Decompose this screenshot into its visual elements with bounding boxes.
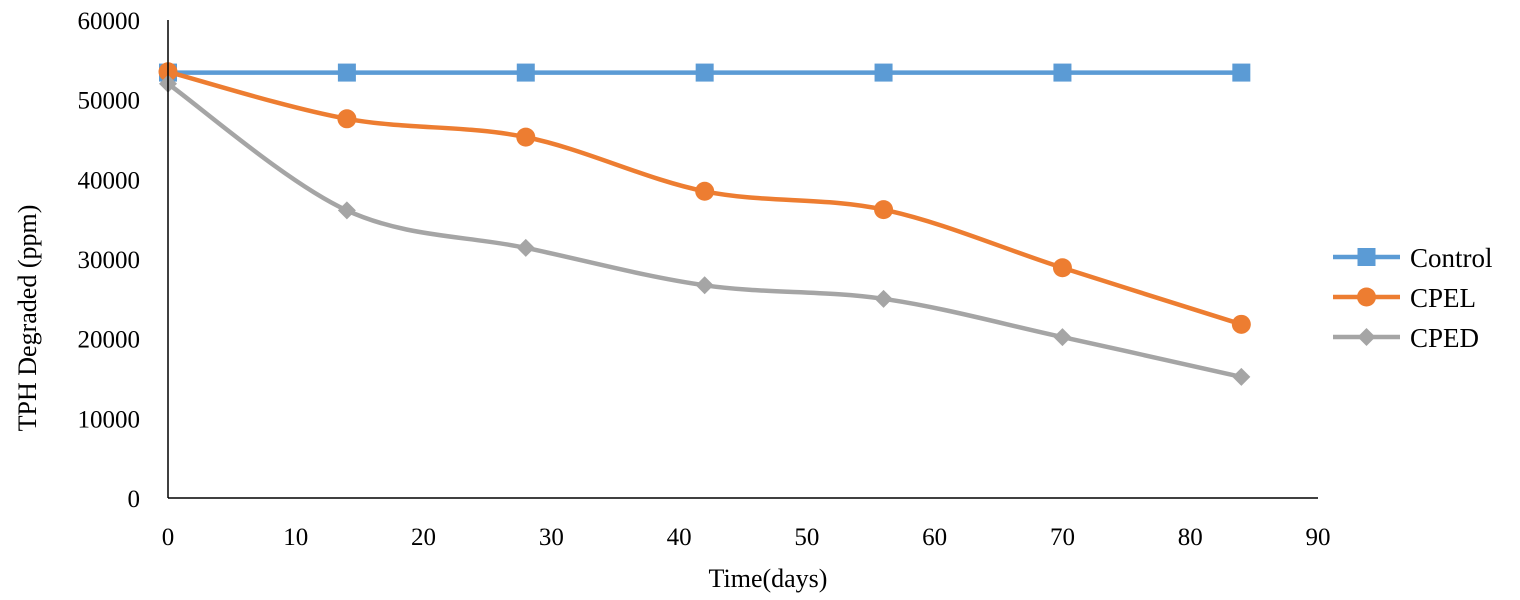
- legend-label-cped: CPED: [1410, 323, 1479, 353]
- data-point-control: [1232, 63, 1251, 82]
- y-axis-title: TPH Degraded (ppm): [13, 205, 42, 432]
- y-tick-labels: 0 10000 20000 30000 40000 50000 60000: [78, 8, 141, 513]
- axes: [167, 20, 1318, 499]
- y-tick-label: 30000: [78, 247, 141, 274]
- data-point-control: [874, 63, 893, 82]
- y-tick-label: 10000: [78, 406, 141, 433]
- data-point-cpel: [1052, 258, 1072, 278]
- legend-item-control: Control: [1333, 243, 1493, 273]
- data-point-control: [1053, 63, 1072, 82]
- data-point-cped: [337, 201, 356, 220]
- data-point-cped: [1232, 367, 1251, 386]
- data-point-cpel: [1231, 314, 1251, 334]
- data-point-cpel: [337, 109, 357, 129]
- y-tick-label: 40000: [78, 167, 141, 194]
- plot-series: [158, 62, 1251, 386]
- x-tick-label: 0: [162, 524, 175, 551]
- legend-marker-cped: [1357, 328, 1376, 346]
- series-line-cped: [165, 81, 1244, 380]
- x-tick-label: 80: [1178, 524, 1203, 551]
- x-tick-label: 90: [1306, 524, 1331, 551]
- data-point-cped: [1053, 328, 1072, 347]
- data-point-control: [337, 63, 356, 82]
- series-cpel: [158, 62, 1251, 334]
- x-tick-labels: 0 10 20 30 40 50 60 70 80 90: [162, 524, 1331, 551]
- legend-label-control: Control: [1410, 243, 1493, 273]
- y-tick-label: 50000: [78, 88, 141, 115]
- legend-item-cped: CPED: [1333, 323, 1479, 353]
- y-tick-label: 60000: [78, 8, 141, 35]
- data-point-cped: [516, 238, 535, 257]
- data-point-cpel: [516, 127, 536, 147]
- y-tick-label: 0: [128, 486, 141, 513]
- x-tick-label: 60: [922, 524, 947, 551]
- x-tick-label: 10: [283, 524, 308, 551]
- x-tick-label: 70: [1050, 524, 1075, 551]
- data-point-control: [516, 63, 535, 82]
- x-tick-label: 40: [667, 524, 692, 551]
- x-tick-label: 30: [539, 524, 564, 551]
- x-axis-title: Time(days): [709, 564, 828, 593]
- x-tick-label: 50: [794, 524, 819, 551]
- legend-label-cpel: CPEL: [1410, 283, 1476, 313]
- data-point-cped: [695, 276, 714, 295]
- legend: Control CPEL CPED: [1333, 243, 1493, 353]
- y-tick-label: 20000: [78, 327, 141, 354]
- data-point-cped: [874, 289, 893, 308]
- data-point-control: [695, 63, 714, 82]
- series-control: [159, 63, 1251, 82]
- legend-item-cpel: CPEL: [1333, 283, 1476, 313]
- legend-marker-cpel: [1357, 287, 1376, 307]
- x-tick-label: 20: [411, 524, 436, 551]
- data-point-cpel: [874, 200, 894, 220]
- data-point-cpel: [695, 181, 715, 201]
- legend-marker-control: [1357, 248, 1376, 266]
- series-cped: [159, 74, 1251, 386]
